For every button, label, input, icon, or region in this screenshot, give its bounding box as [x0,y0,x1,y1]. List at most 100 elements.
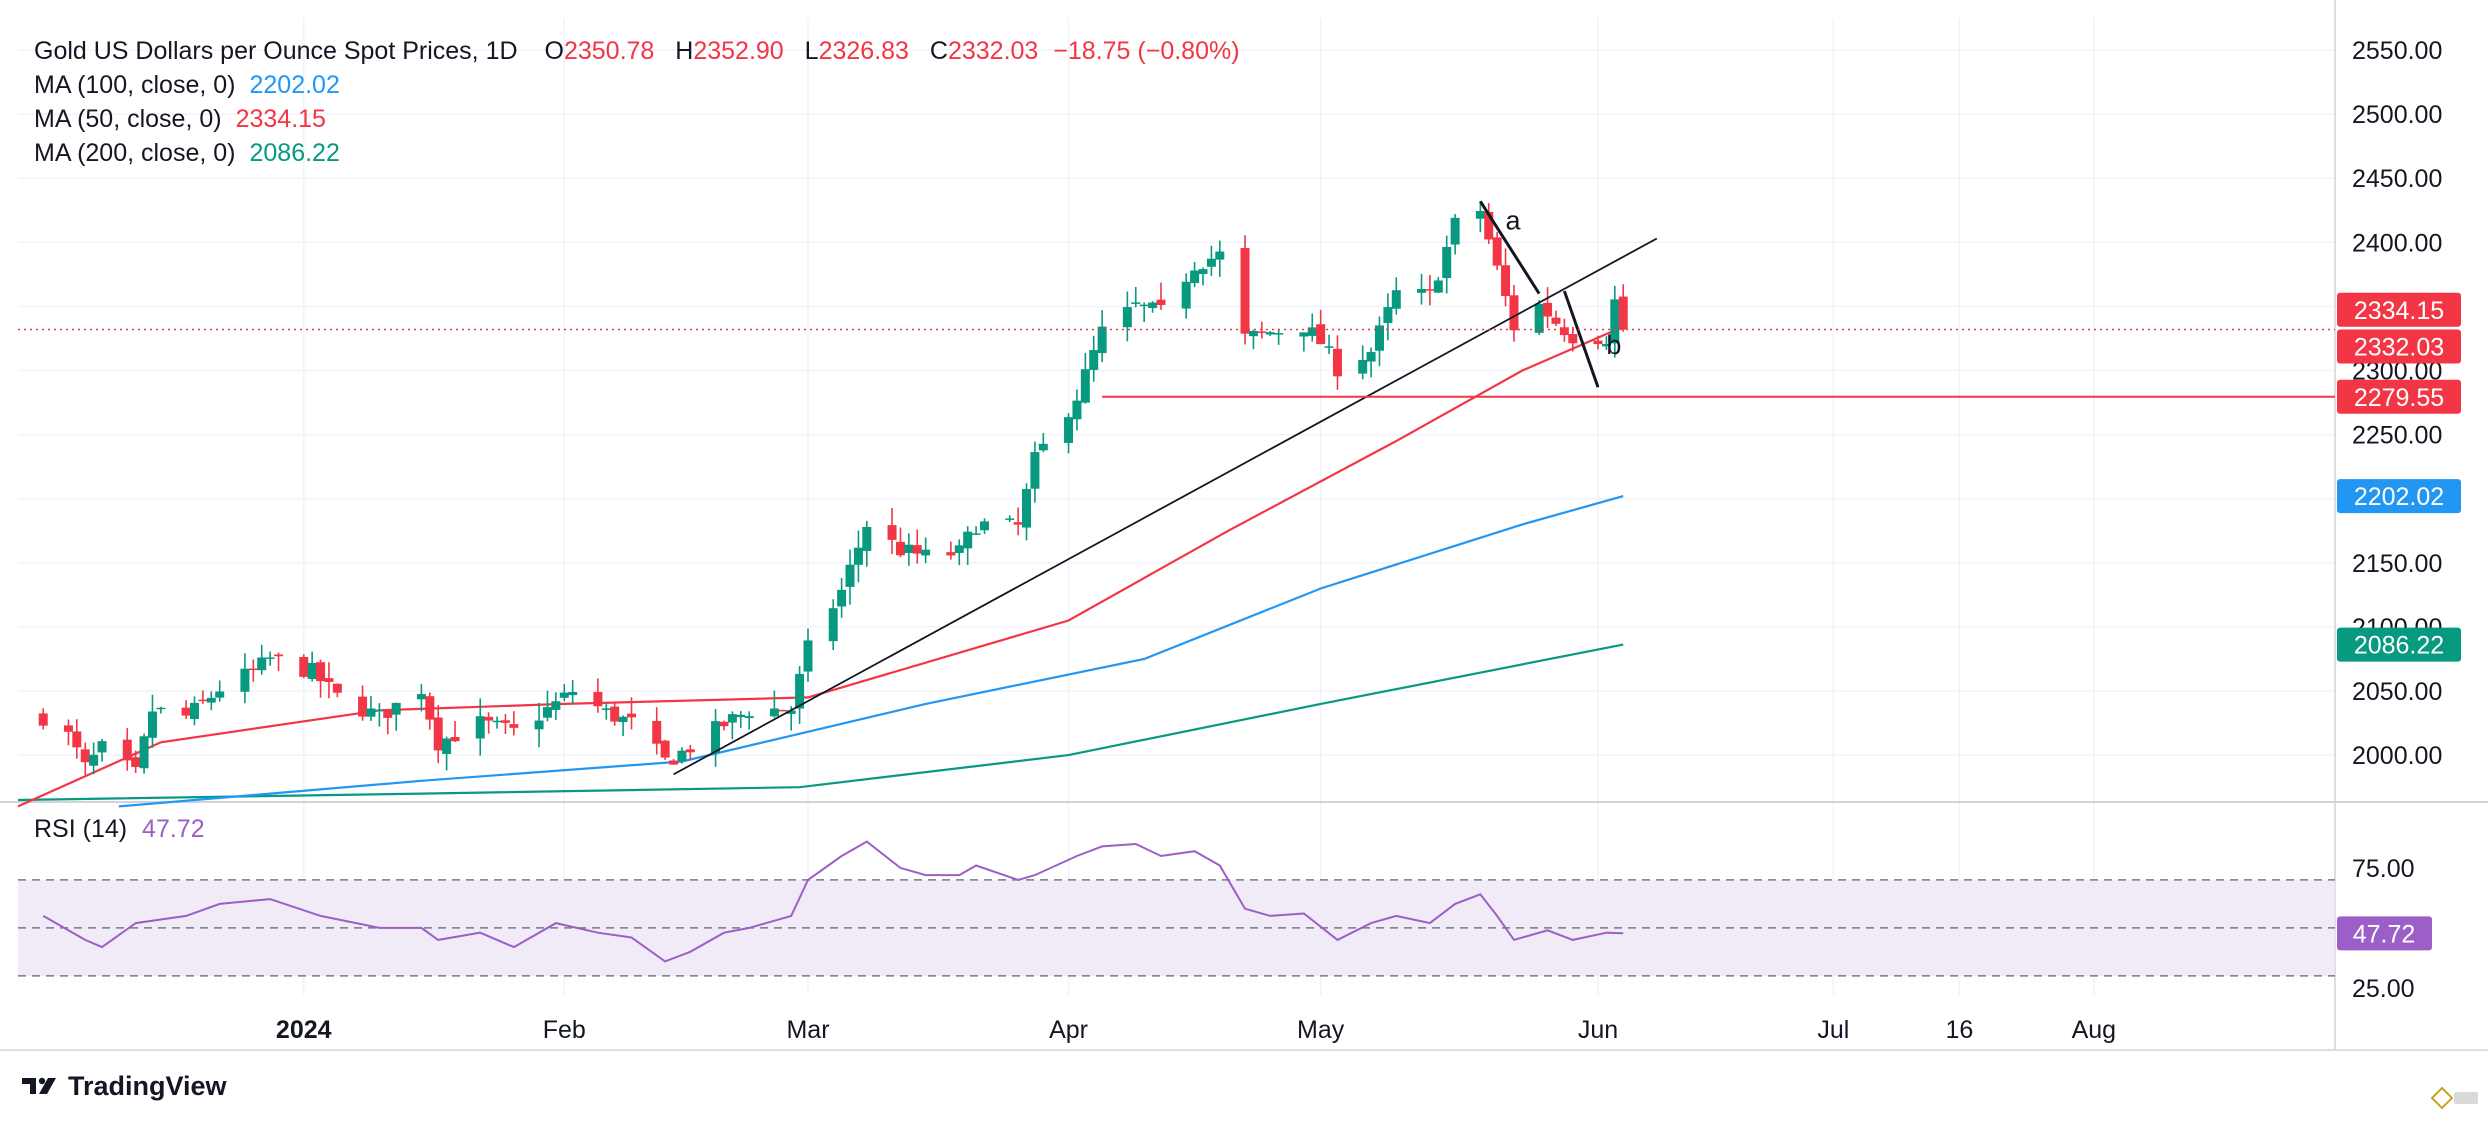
candle-body [887,525,897,540]
candle [38,708,48,730]
price-tick-label: 2000.00 [2352,742,2442,770]
candle [551,692,561,720]
candle-body [669,760,679,765]
candle [450,721,460,742]
candle [627,697,637,730]
candle [1475,201,1485,233]
candle-body [391,702,401,715]
legend-title-row: Gold US Dollars per Ounce Spot Prices, 1… [34,34,1240,68]
candle [1551,310,1561,327]
chart-title[interactable]: Gold US Dollars per Ounce Spot Prices, 1… [34,37,518,65]
tradingview-brand[interactable]: TradingView [20,1071,227,1102]
price-axis-label-bg [2337,379,2461,414]
candle [240,653,250,704]
candle [198,690,208,704]
candle [374,703,384,727]
price-tick-label: 2500.00 [2352,101,2442,129]
ma50-line [17,325,1624,808]
ma200-value: 2086.22 [249,139,340,167]
candle-body [542,707,552,718]
candle-body [1274,333,1284,335]
candle [853,530,863,583]
candle-body [1610,299,1620,344]
legend-ma200[interactable]: MA (200, close, 0) 2086.22 [34,136,1240,170]
candle-body [963,531,973,549]
candle-body [786,710,796,714]
candle-body [1265,332,1275,335]
candle-body [442,738,452,754]
candle [845,549,855,605]
candle-body [425,696,435,720]
candle [660,739,670,760]
close-key: C [929,37,948,65]
candle-body [484,716,494,721]
candle-body [358,696,368,717]
rsi-label: RSI (14) [34,815,128,843]
candle-body [895,541,905,556]
candle-body [38,713,48,726]
candle-body [618,716,628,723]
candle [1324,334,1334,355]
time-tick-label: Apr [1049,1016,1088,1044]
ma100-label: MA (100, close, 0) [34,71,236,99]
candle [358,685,368,721]
tradingview-logo-icon [22,1077,56,1094]
candle-body [324,678,334,682]
candle-body [206,697,216,703]
candle-body [711,721,721,753]
candle-body [1257,331,1267,333]
candle [677,747,687,764]
candle-body [1013,522,1023,525]
candle-body [946,552,956,556]
candle-body [1484,211,1494,240]
candle [307,651,317,682]
candle-body [1450,217,1460,245]
candle [1601,336,1611,350]
candle-body [534,720,544,730]
ma100-line [118,495,1624,808]
legend-ma50[interactable]: MA (50, close, 0) 2334.15 [34,102,1240,136]
candle-body [1391,290,1401,309]
price-axis-label: 2086.22 [2337,627,2461,662]
candle [189,696,199,726]
candle [383,709,393,735]
candle-body [1316,324,1326,345]
candle-body [1139,304,1149,307]
candle [1509,284,1519,342]
candle-body [1131,302,1141,304]
candle [1274,329,1284,345]
candle [475,698,485,756]
candle-body [1089,350,1099,370]
legend-ma100[interactable]: MA (100, close, 0) 2202.02 [34,68,1240,102]
legend: Gold US Dollars per Ounce Spot Prices, 1… [34,34,1240,170]
candle [1148,301,1158,313]
candle [601,702,611,720]
candle [1122,291,1132,342]
candle-body [1122,307,1132,328]
candle [669,759,679,765]
time-tick-label: Aug [2072,1016,2116,1044]
candle-body [1475,211,1485,219]
price-tick-label: 2450.00 [2352,165,2442,193]
candle [265,651,275,666]
candle [1181,273,1191,319]
ma200-line [17,643,1624,802]
price-axis-label-bg [2337,479,2461,514]
candle [131,750,141,773]
rsi-legend[interactable]: RSI (14) 47.72 [34,815,205,844]
high-key: H [675,37,694,65]
candle-body [769,708,779,717]
candle-body [1190,270,1200,284]
price-axis-label-bg [2337,329,2461,364]
candle-body [778,709,788,712]
rsi-line [42,840,1624,963]
candle [727,711,737,740]
candle-body [685,749,695,753]
candle [97,738,107,762]
candle-body [837,589,847,607]
candle-body [63,725,73,732]
candle [442,736,452,771]
price-axis-label-text: 2334.15 [2354,297,2444,325]
open-key: O [544,37,564,65]
